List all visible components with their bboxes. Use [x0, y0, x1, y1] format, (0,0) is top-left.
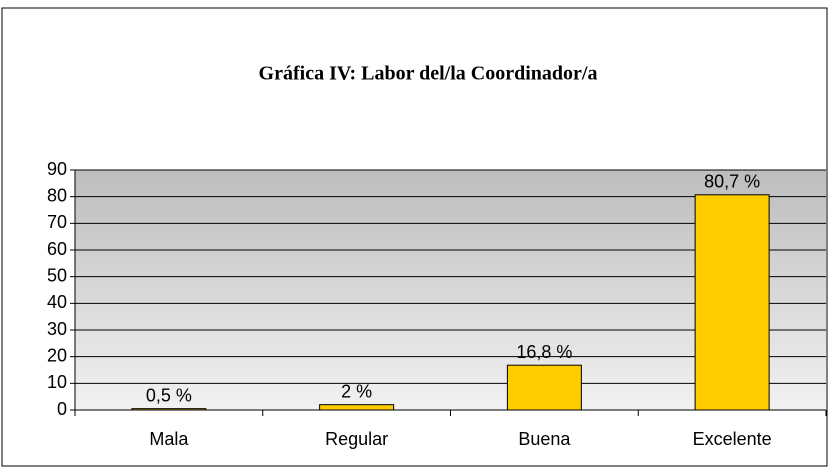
y-tick-label: 80 — [47, 185, 67, 205]
bar — [694, 194, 770, 411]
x-tick-label: Excelente — [693, 429, 772, 449]
value-label: 2 % — [341, 381, 372, 401]
value-label: 80,7 % — [704, 172, 760, 192]
x-tick-label: Buena — [518, 429, 571, 449]
y-tick-label: 20 — [47, 345, 67, 365]
x-tick-label: Mala — [149, 429, 189, 449]
bar — [131, 408, 207, 411]
value-label: 16,8 % — [516, 342, 572, 362]
y-tick-label: 70 — [47, 212, 67, 232]
y-tick-label: 0 — [57, 399, 67, 419]
y-tick-label: 50 — [47, 265, 67, 285]
y-tick-label: 40 — [47, 292, 67, 312]
value-label: 0,5 % — [146, 385, 192, 405]
y-tick-label: 90 — [47, 159, 67, 179]
y-tick-label: 30 — [47, 319, 67, 339]
chart-title: Gráfica IV: Labor del/la Coordinador/a — [259, 63, 598, 85]
bar — [319, 404, 395, 411]
x-tick-label: Regular — [325, 429, 388, 449]
bar — [506, 364, 582, 411]
y-tick-label: 10 — [47, 372, 67, 392]
y-tick-label: 60 — [47, 239, 67, 259]
